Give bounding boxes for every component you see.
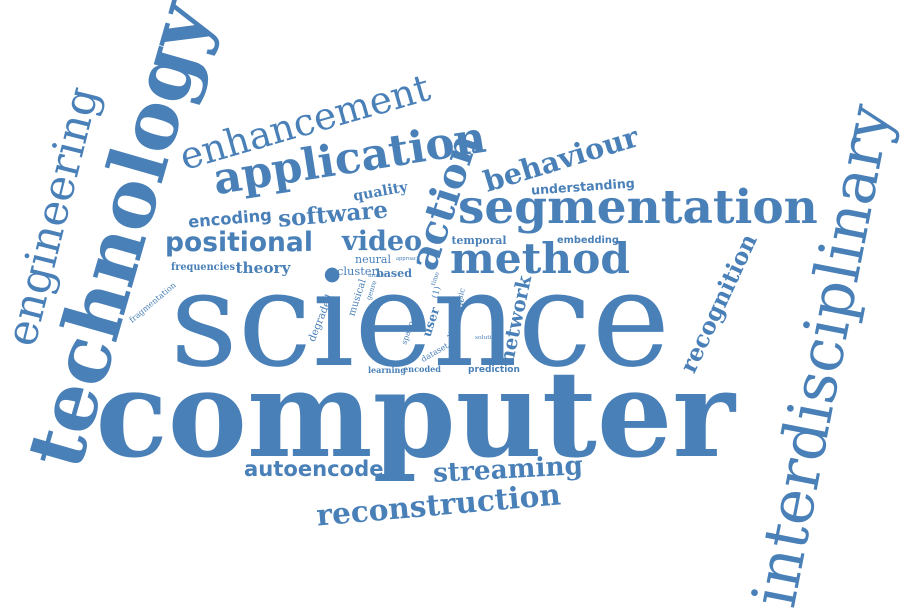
word-science: science — [170, 243, 671, 397]
word-segmentation: segmentation — [458, 179, 818, 235]
word-autoencoder: autoencoder — [244, 455, 394, 481]
word-prediction: prediction — [468, 364, 520, 375]
word-learning: learning — [368, 365, 407, 375]
word-video: video — [342, 225, 423, 257]
word-frequencies: frequencies — [171, 262, 235, 273]
word-positional: positional — [165, 226, 313, 258]
word-computer: computer — [95, 345, 735, 485]
word-model: model — [368, 273, 386, 279]
word-based: based — [376, 266, 412, 280]
word-cluster: cluster — [337, 263, 377, 278]
word-encoded: encoded — [403, 364, 441, 374]
word-interdisciplinary: interdisciplinary — [738, 97, 900, 609]
word-temporal: temporal — [451, 233, 507, 247]
word-streaming: streaming — [432, 450, 584, 489]
word-solution: solution — [475, 334, 499, 341]
word-embedding: embedding — [557, 235, 619, 246]
word-method: method — [450, 233, 630, 283]
word-neural: neural — [355, 252, 392, 266]
word-theory: theory — [235, 258, 291, 277]
word-approach: approach — [396, 255, 420, 262]
